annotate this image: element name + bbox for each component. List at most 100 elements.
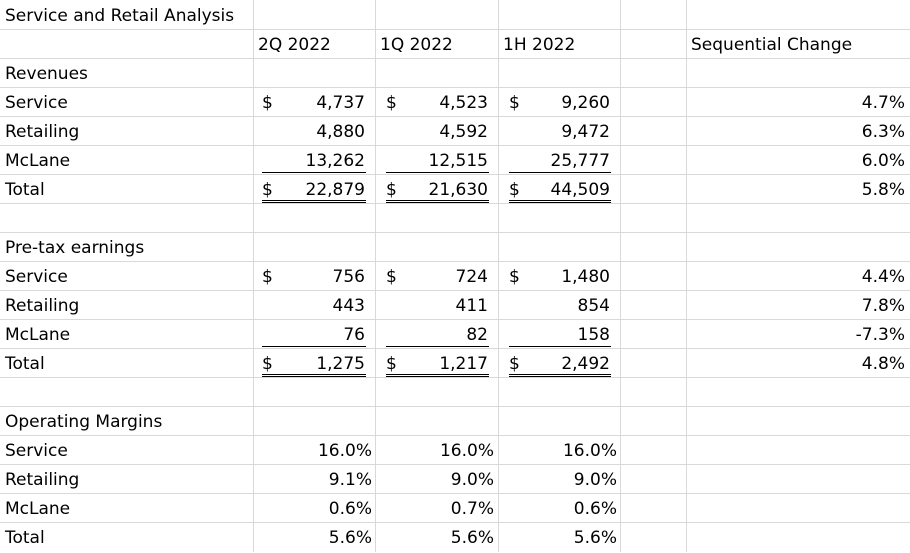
pretax-heading[interactable]: Pre-tax earnings: [5, 238, 145, 258]
dollar-sign: $: [386, 93, 397, 113]
single-underline: [509, 172, 611, 173]
row-divider: [0, 377, 910, 378]
row-label-total[interactable]: Total: [5, 354, 45, 374]
value-cell[interactable]: 854: [577, 296, 610, 316]
row-divider: [0, 261, 910, 262]
row-divider: [0, 464, 910, 465]
value-cell[interactable]: 5.6%: [328, 528, 372, 548]
double-underline: [509, 200, 611, 203]
sequential-change-cell[interactable]: 4.7%: [861, 93, 905, 113]
value-cell[interactable]: 5.6%: [573, 528, 617, 548]
header-1q-2022[interactable]: 1Q 2022: [380, 35, 453, 55]
value-cell[interactable]: 21,630: [428, 180, 488, 200]
value-cell[interactable]: 4,523: [439, 93, 488, 113]
sequential-change-cell[interactable]: 6.0%: [861, 151, 905, 171]
column-divider[interactable]: [686, 0, 687, 552]
row-label-service[interactable]: Service: [5, 267, 68, 287]
row-divider: [0, 290, 910, 291]
row-label-total[interactable]: Total: [5, 180, 45, 200]
sequential-change-cell[interactable]: 6.3%: [861, 122, 905, 142]
dollar-sign: $: [386, 267, 397, 287]
value-cell[interactable]: 9.0%: [450, 470, 494, 490]
value-cell[interactable]: 9,472: [561, 122, 610, 142]
value-cell[interactable]: 4,880: [316, 122, 365, 142]
row-divider: [0, 406, 910, 407]
value-cell[interactable]: 16.0%: [439, 441, 494, 461]
value-cell[interactable]: 411: [455, 296, 488, 316]
sheet-title[interactable]: Service and Retail Analysis: [5, 6, 235, 26]
value-cell[interactable]: 5.6%: [450, 528, 494, 548]
value-cell[interactable]: 1,217: [439, 354, 488, 374]
value-cell[interactable]: 1,275: [316, 354, 365, 374]
row-label-retailing[interactable]: Retailing: [5, 122, 80, 142]
value-cell[interactable]: 4,737: [316, 93, 365, 113]
value-cell[interactable]: 25,777: [550, 151, 610, 171]
dollar-sign: $: [262, 180, 273, 200]
value-cell[interactable]: 9.0%: [573, 470, 617, 490]
single-underline: [386, 172, 489, 173]
dollar-sign: $: [262, 267, 273, 287]
row-divider: [0, 522, 910, 523]
row-label-service[interactable]: Service: [5, 93, 68, 113]
row-label-mclane[interactable]: McLane: [5, 499, 71, 519]
row-divider: [0, 493, 910, 494]
value-cell[interactable]: 0.6%: [328, 499, 372, 519]
column-divider[interactable]: [253, 0, 254, 552]
margins-heading[interactable]: Operating Margins: [5, 412, 163, 432]
column-divider[interactable]: [375, 0, 376, 552]
single-underline: [262, 172, 366, 173]
value-cell[interactable]: 22,879: [305, 180, 365, 200]
value-cell[interactable]: 443: [332, 296, 365, 316]
row-label-mclane[interactable]: McLane: [5, 325, 71, 345]
header-1h-2022[interactable]: 1H 2022: [503, 35, 576, 55]
value-cell[interactable]: 12,515: [428, 151, 488, 171]
single-underline: [509, 346, 611, 347]
value-cell[interactable]: 2,492: [561, 354, 610, 374]
single-underline: [262, 346, 366, 347]
row-label-retailing[interactable]: Retailing: [5, 296, 80, 316]
column-divider[interactable]: [498, 0, 499, 552]
value-cell[interactable]: 756: [332, 267, 365, 287]
sequential-change-cell[interactable]: 4.8%: [861, 354, 905, 374]
column-divider[interactable]: [620, 0, 621, 552]
value-cell[interactable]: 82: [466, 325, 488, 345]
value-cell[interactable]: 724: [455, 267, 488, 287]
value-cell[interactable]: 0.6%: [573, 499, 617, 519]
row-label-retailing[interactable]: Retailing: [5, 470, 80, 490]
sequential-change-cell[interactable]: 5.8%: [861, 180, 905, 200]
sequential-change-cell[interactable]: -7.3%: [855, 325, 905, 345]
value-cell[interactable]: 13,262: [305, 151, 365, 171]
header-sequential-change[interactable]: Sequential Change: [691, 35, 853, 55]
dollar-sign: $: [509, 267, 520, 287]
dollar-sign: $: [386, 354, 397, 374]
row-divider: [0, 348, 910, 349]
value-cell[interactable]: 1,480: [561, 267, 610, 287]
row-divider: [0, 203, 910, 204]
dollar-sign: $: [509, 354, 520, 374]
row-divider: [0, 435, 910, 436]
sequential-change-cell[interactable]: 4.4%: [861, 267, 905, 287]
value-cell[interactable]: 9,260: [561, 93, 610, 113]
value-cell[interactable]: 16.0%: [562, 441, 617, 461]
double-underline: [509, 374, 611, 377]
row-divider: [0, 116, 910, 117]
revenues-heading[interactable]: Revenues: [5, 64, 88, 84]
dollar-sign: $: [509, 180, 520, 200]
row-label-mclane[interactable]: McLane: [5, 151, 71, 171]
row-label-total[interactable]: Total: [5, 528, 45, 548]
sequential-change-cell[interactable]: 7.8%: [861, 296, 905, 316]
dollar-sign: $: [386, 180, 397, 200]
value-cell[interactable]: 0.7%: [450, 499, 494, 519]
value-cell[interactable]: 44,509: [550, 180, 610, 200]
value-cell[interactable]: 16.0%: [317, 441, 372, 461]
value-cell[interactable]: 158: [577, 325, 610, 345]
value-cell[interactable]: 9.1%: [328, 470, 372, 490]
dollar-sign: $: [509, 93, 520, 113]
row-label-service[interactable]: Service: [5, 441, 68, 461]
row-divider: [0, 232, 910, 233]
row-divider: [0, 87, 910, 88]
value-cell[interactable]: 4,592: [439, 122, 488, 142]
value-cell[interactable]: 76: [343, 325, 365, 345]
header-2q-2022[interactable]: 2Q 2022: [258, 35, 331, 55]
